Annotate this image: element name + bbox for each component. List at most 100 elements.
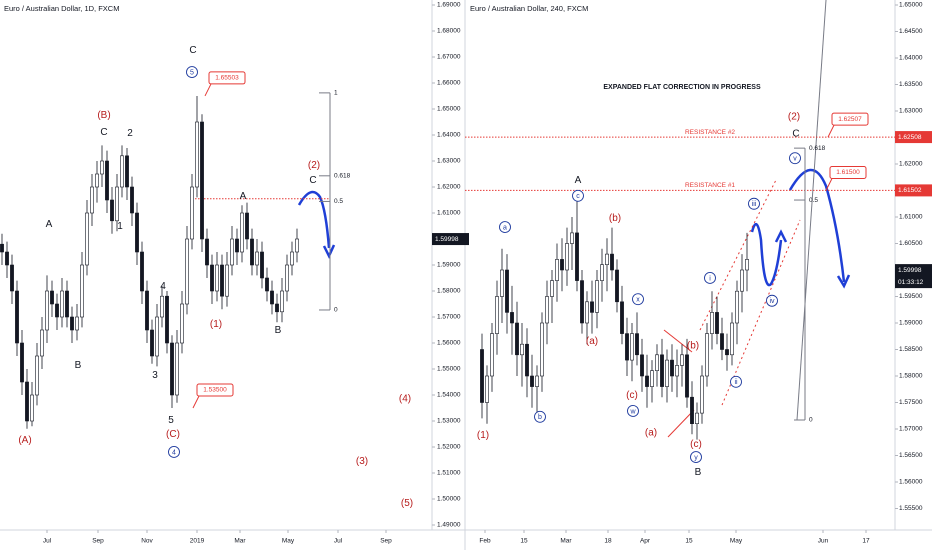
candle-body (185, 238, 189, 305)
candle-body (520, 343, 524, 356)
candle-body (590, 301, 594, 313)
y-tick-label: 1.57000 (437, 314, 461, 321)
candle-body (570, 232, 574, 244)
fib-label: 0.5 (809, 197, 818, 204)
wave-label: A (575, 175, 582, 186)
candle-body (540, 322, 544, 377)
wave-label: B (695, 467, 702, 478)
y-tick-label: 1.59000 (899, 320, 923, 327)
candle-body (245, 212, 249, 240)
candle-body (210, 264, 214, 292)
arrow-head (836, 274, 851, 289)
x-tick-label: Nov (141, 538, 153, 545)
wave-label: b (538, 414, 542, 421)
candle-body (110, 199, 114, 222)
channel-line (699, 179, 777, 331)
candle-body (65, 290, 69, 318)
candle-body (555, 259, 559, 281)
candle-body (90, 186, 94, 214)
candle-body (670, 359, 674, 377)
candle-body (635, 333, 639, 356)
candle-body (285, 264, 289, 292)
x-tick-label: May (730, 538, 743, 545)
candle-body (690, 396, 694, 425)
wave-label: C (792, 128, 799, 139)
callout-pointer (204, 83, 212, 97)
wave-circle (704, 272, 716, 284)
wave-label: (a) (586, 336, 598, 347)
trend-line (667, 409, 695, 438)
x-tick-label: Sep (380, 538, 392, 545)
y-tick-label: 1.63000 (437, 158, 461, 165)
candle-body (0, 243, 4, 253)
candle-body (550, 280, 554, 297)
candle-body (55, 303, 59, 318)
wave-label: x (636, 296, 640, 303)
y-tick-label: 1.56500 (899, 452, 923, 459)
candle-body (725, 349, 729, 356)
candle-body (600, 264, 604, 281)
candle-body (505, 269, 509, 313)
x-tick-label: Jul (43, 538, 52, 545)
candle-body (605, 253, 609, 266)
wave-circle (730, 375, 742, 388)
wave-label: (1) (477, 430, 489, 441)
price-tag (895, 131, 932, 144)
x-tick-label: 17 (862, 538, 870, 545)
candle-body (280, 290, 284, 313)
candle-body (250, 238, 254, 266)
candle-body (575, 232, 579, 281)
candle-body (165, 295, 169, 344)
candle-body (40, 329, 44, 357)
candle-body (30, 394, 34, 422)
candle-body (170, 342, 174, 396)
wave-label: 3 (152, 370, 158, 381)
candle-body (580, 280, 584, 324)
candle-body (100, 160, 104, 175)
candle-body (155, 316, 159, 357)
candle-body (595, 280, 599, 313)
wave-label: (B) (97, 110, 110, 121)
chart-title: Euro / Australian Dollar, 240, FXCM (470, 4, 588, 13)
candle-body (180, 303, 184, 344)
candle-body (675, 365, 679, 377)
wave-circle (499, 221, 511, 234)
candle-body (560, 259, 564, 271)
chart-title: Euro / Australian Dollar, 1D, FXCM (4, 4, 119, 13)
arrow-head (322, 244, 336, 259)
y-tick-label: 1.60500 (899, 240, 923, 247)
callout-label: 1.62507 (838, 116, 862, 123)
candle-body (200, 121, 204, 240)
callout-pointer (192, 395, 200, 409)
candle-body (640, 354, 644, 377)
candle-body (270, 290, 274, 305)
candle-body (225, 264, 229, 297)
y-tick-label: 1.68000 (437, 28, 461, 35)
y-tick-label: 1.61000 (899, 214, 923, 221)
candle-body (565, 243, 569, 271)
price-tag (895, 184, 932, 197)
candle-body (610, 253, 614, 271)
y-tick-label: 1.62000 (437, 184, 461, 191)
candle-body (275, 303, 279, 313)
fib-label: 0 (334, 307, 338, 314)
candle-body (735, 290, 739, 324)
y-tick-label: 1.63500 (899, 81, 923, 88)
price-tag-label: 1.62508 (898, 134, 922, 141)
candle-body (260, 251, 264, 279)
candle-body (150, 329, 154, 357)
wave-label: (b) (687, 340, 699, 351)
fib-label: 1 (334, 90, 338, 97)
wave-circle (534, 410, 546, 423)
candle-body (240, 212, 244, 253)
y-tick-label: 1.51000 (437, 470, 461, 477)
candle-body (255, 251, 259, 266)
wave-label: B (275, 325, 282, 336)
candle-body (645, 375, 649, 387)
candle-body (480, 349, 484, 403)
wave-circle (690, 451, 702, 464)
y-tick-label: 1.57000 (899, 426, 923, 433)
candle-body (15, 290, 19, 344)
candle-body (145, 290, 149, 331)
candle-body (620, 301, 624, 334)
